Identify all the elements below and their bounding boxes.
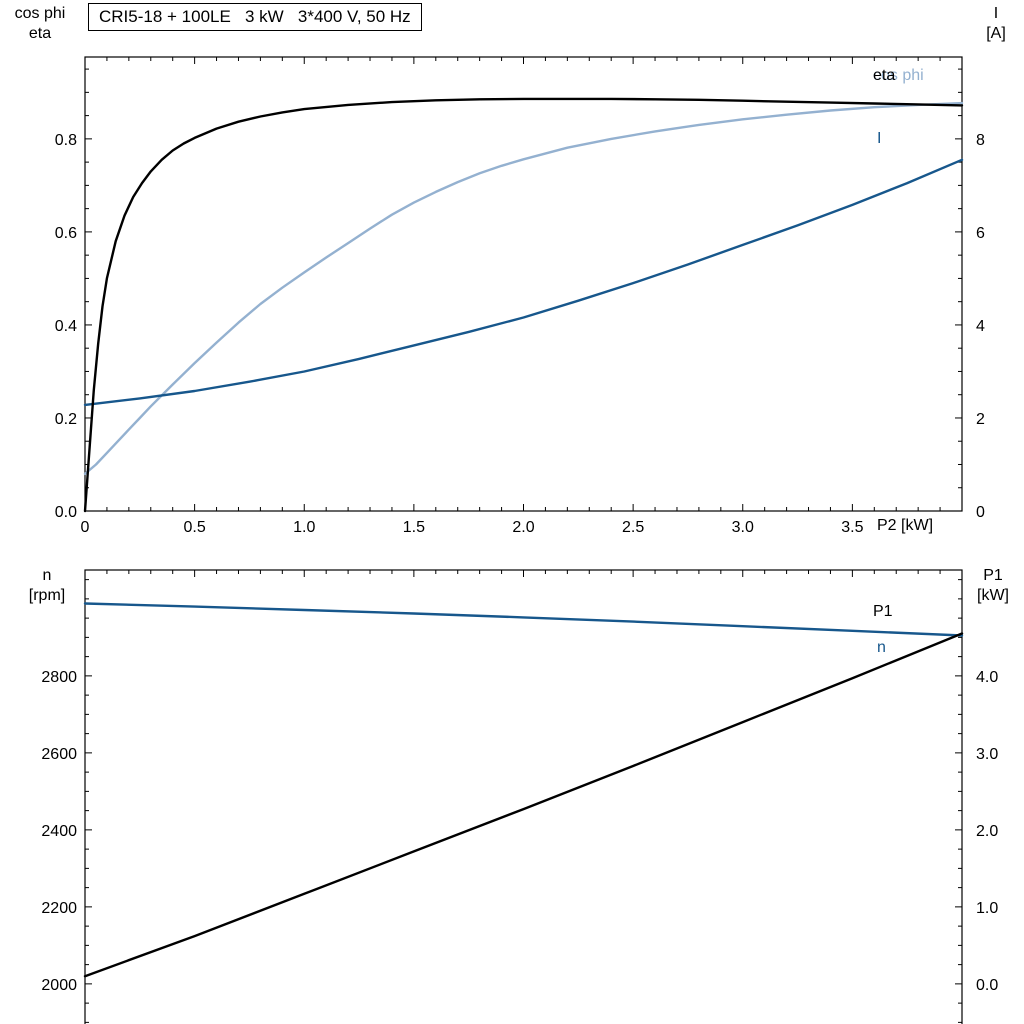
series-label-n: n [877, 639, 886, 656]
right-axis-title-line2: [kW] [977, 587, 1009, 604]
cos-phi-curve [83, 101, 964, 475]
p1-curve [83, 632, 964, 978]
y-tick-label-right: 6 [976, 225, 985, 242]
chart-title-box: CRI5-18 + 100LE 3 kW 3*400 V, 50 Hz [88, 3, 422, 31]
left-axis-title-line1: cos phi [14, 5, 66, 22]
x-tick-label: 2.0 [512, 519, 534, 536]
x-tick-label: 0 [81, 519, 90, 536]
y-tick-label-right: 4 [976, 318, 985, 335]
left-axis-title-line2: [rpm] [28, 587, 66, 604]
x-tick-label: 1.5 [403, 519, 425, 536]
y-tick-label-left: 2800 [41, 669, 77, 686]
y-tick-label-left: 0.4 [55, 318, 77, 335]
x-tick-label: 3.5 [841, 519, 863, 536]
left-axis-title-line2: eta [28, 25, 52, 42]
motor-top-frame [84, 56, 963, 512]
y-tick-label-left: 0.2 [55, 411, 77, 428]
y-tick-label-right: 4.0 [976, 669, 998, 686]
y-tick-label-right: 2.0 [976, 823, 998, 840]
motor-bottom-frame [84, 569, 963, 1024]
series-label-cos-phi: cos phi [873, 67, 924, 84]
right-axis-title-bottom-chart: P1 [kW] [966, 566, 1020, 606]
y-tick-label-left: 2600 [41, 746, 77, 763]
left-axis-title-line1: n [42, 567, 52, 584]
right-axis-title-line1: I [993, 5, 999, 22]
right-axis-title-line1: P1 [983, 567, 1003, 584]
y-tick-label-left: 0.0 [55, 504, 77, 521]
series-label-current: I [877, 130, 882, 147]
x-tick-label: 0.5 [184, 519, 206, 536]
motor-top-plot: 0 0.5 1.0 1.5 2.0 2.5 3.0 3.5 0.0 0.2 0.4 0.6 0.8 0 2 4… [55, 56, 985, 536]
x-axis-title: P2 [kW] [877, 517, 934, 534]
y-tick-label-right: 1.0 [976, 900, 998, 917]
y-tick-label-left: 2200 [41, 900, 77, 917]
eta-curve [83, 97, 964, 513]
y-tick-label-right: 3.0 [976, 746, 998, 763]
x-tick-label: 1.0 [293, 519, 315, 536]
y-tick-label-left: 2000 [41, 977, 77, 994]
right-axis-title-top-chart: I [A] [972, 4, 1020, 44]
i-curve [83, 158, 964, 407]
series-label-p1: P1 [873, 603, 893, 620]
n-curve [83, 602, 964, 637]
y-tick-label-right: 2 [976, 411, 985, 428]
left-axis-title-top-chart: cos phi eta [2, 4, 78, 44]
left-axis-title-bottom-chart: n [rpm] [14, 566, 80, 606]
x-tick-label: 3.0 [732, 519, 754, 536]
motor-bottom-plot: 2000 2200 2400 2600 2800 0.0 1.0 2.0 3.0 4.0 [41, 569, 998, 1024]
y-tick-label-left: 2400 [41, 823, 77, 840]
y-tick-label-right: 0 [976, 504, 985, 521]
y-tick-label-right: 8 [976, 132, 985, 149]
y-tick-label-right: 0.0 [976, 977, 998, 994]
y-tick-label-left: 0.8 [55, 132, 77, 149]
x-tick-label: 2.5 [622, 519, 644, 536]
right-axis-title-line2: [A] [986, 25, 1006, 42]
series-label-eta: eta [873, 67, 896, 84]
y-tick-label-left: 0.6 [55, 225, 77, 242]
